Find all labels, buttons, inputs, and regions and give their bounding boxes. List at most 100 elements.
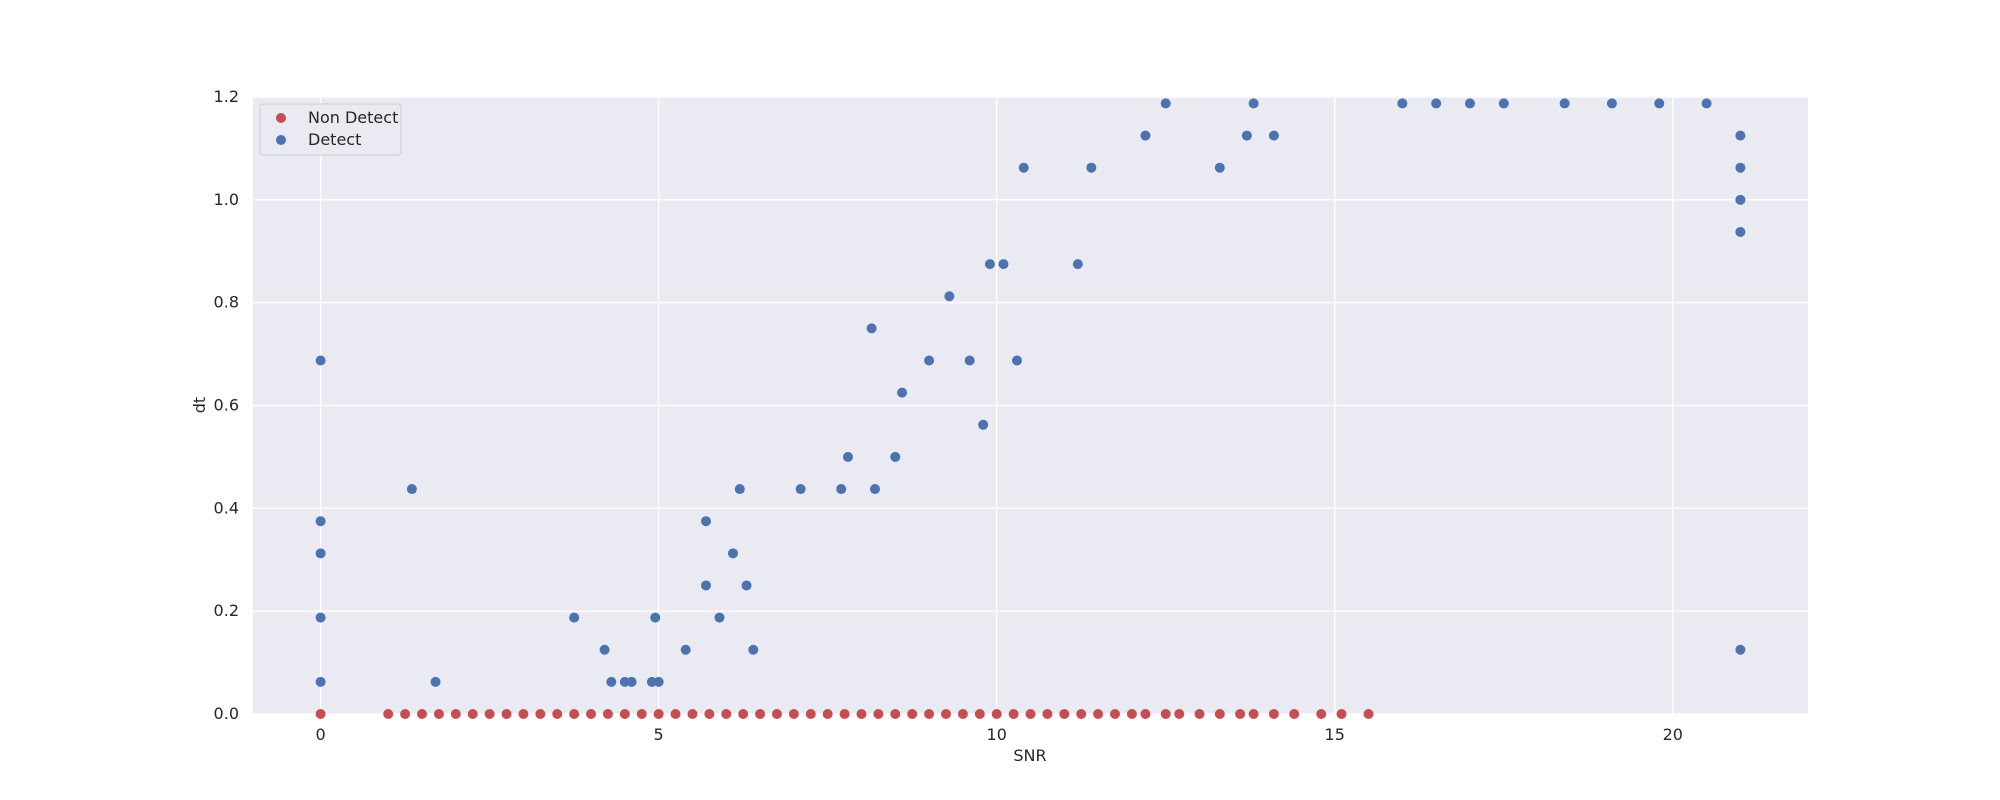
detect-point bbox=[728, 548, 739, 559]
detect-point bbox=[1248, 98, 1259, 109]
non-detect-point bbox=[856, 709, 867, 719]
detect-point bbox=[1431, 98, 1442, 109]
y-axis-label: dt bbox=[190, 397, 209, 413]
detect-point bbox=[1559, 98, 1570, 109]
non-detect-point bbox=[805, 709, 816, 719]
non-detect-point bbox=[1110, 709, 1121, 719]
detect-point bbox=[890, 451, 901, 462]
detect-point bbox=[866, 323, 877, 334]
non-detect-point bbox=[1042, 709, 1053, 719]
detect-point bbox=[1735, 162, 1746, 173]
detect-point bbox=[1464, 98, 1475, 109]
non-detect-point bbox=[957, 709, 968, 719]
legend-label-detect: Detect bbox=[308, 130, 361, 149]
detect-point bbox=[1701, 98, 1712, 109]
legend-box bbox=[259, 103, 402, 156]
y-tick-label: 0.8 bbox=[214, 293, 239, 312]
detect-point bbox=[795, 484, 806, 495]
detect-point bbox=[1735, 644, 1746, 655]
non-detect-point bbox=[1248, 709, 1259, 719]
non-detect-point bbox=[1126, 709, 1137, 719]
detect-point bbox=[1011, 355, 1022, 366]
detect-point bbox=[700, 516, 711, 527]
non-detect-point bbox=[1025, 709, 1036, 719]
detect-point bbox=[1018, 162, 1029, 173]
detect-point bbox=[700, 580, 711, 591]
non-detect-point bbox=[755, 709, 766, 719]
non-detect-point bbox=[383, 709, 394, 719]
non-detect-point bbox=[484, 709, 495, 719]
detect-point bbox=[1160, 98, 1171, 109]
non-detect-point bbox=[315, 709, 326, 719]
detect-point bbox=[897, 387, 908, 398]
non-detect-point bbox=[450, 709, 461, 719]
non-detect-point bbox=[1059, 709, 1070, 719]
non-detect-point bbox=[467, 709, 478, 719]
x-axis-label: SNR bbox=[1013, 746, 1046, 765]
x-tick-label: 15 bbox=[1325, 725, 1345, 744]
non-detect-point bbox=[788, 709, 799, 719]
y-axis-ticks: 0.0 0.2 0.4 0.6 0.8 1.0 1.2 bbox=[214, 87, 239, 723]
non-detect-point bbox=[1363, 709, 1374, 719]
detect-point bbox=[870, 484, 880, 495]
non-detect-point bbox=[1194, 709, 1205, 719]
non-detect-point bbox=[1076, 709, 1087, 719]
x-tick-label: 0 bbox=[316, 725, 326, 744]
x-tick-label: 10 bbox=[987, 725, 1007, 744]
non-detect-point bbox=[1174, 709, 1185, 719]
non-detect-point bbox=[974, 709, 985, 719]
non-detect-point bbox=[924, 709, 935, 719]
legend: Non Detect Detect bbox=[259, 103, 402, 156]
non-detect-point bbox=[518, 709, 529, 719]
non-detect-point bbox=[1268, 709, 1279, 719]
non-detect-point bbox=[501, 709, 512, 719]
non-detect-point bbox=[653, 709, 664, 719]
non-detect-point bbox=[940, 709, 951, 719]
detect-point bbox=[315, 548, 326, 559]
non-detect-point bbox=[1235, 709, 1246, 719]
detect-point bbox=[315, 355, 326, 366]
x-tick-label: 5 bbox=[654, 725, 664, 744]
non-detect-point bbox=[738, 709, 749, 719]
grid-lines bbox=[253, 96, 1808, 715]
non-detect-point bbox=[907, 709, 918, 719]
non-detect-point bbox=[1214, 709, 1225, 719]
detect-point bbox=[569, 612, 580, 623]
detect-point bbox=[1654, 98, 1665, 109]
detect-point bbox=[1072, 259, 1083, 270]
y-tick-label: 1.0 bbox=[214, 190, 239, 209]
non-detect-point bbox=[890, 709, 901, 719]
detect-point bbox=[714, 612, 725, 623]
detect-point bbox=[1241, 130, 1252, 141]
non-detect-point bbox=[1289, 709, 1300, 719]
x-tick-label: 20 bbox=[1663, 725, 1683, 744]
y-tick-label: 1.2 bbox=[214, 87, 239, 106]
non-detect-point bbox=[569, 709, 580, 719]
legend-marker-detect bbox=[276, 135, 286, 145]
detect-point bbox=[680, 644, 691, 655]
detect-series bbox=[315, 98, 1746, 687]
non-detect-point bbox=[704, 709, 715, 719]
non-detect-point bbox=[687, 709, 698, 719]
detect-point bbox=[653, 676, 664, 687]
non-detect-point bbox=[602, 709, 613, 719]
detect-point bbox=[964, 355, 975, 366]
detect-point bbox=[315, 612, 326, 623]
legend-label-non-detect: Non Detect bbox=[308, 108, 398, 127]
non-detect-point bbox=[670, 709, 681, 719]
detect-point bbox=[748, 644, 759, 655]
non-detect-point bbox=[417, 709, 428, 719]
non-detect-point bbox=[771, 709, 782, 719]
detect-point bbox=[650, 612, 661, 623]
legend-marker-non-detect bbox=[276, 113, 286, 123]
non-detect-point bbox=[1336, 709, 1347, 719]
detect-point bbox=[1397, 98, 1408, 109]
non-detect-point bbox=[1093, 709, 1104, 719]
detect-point bbox=[1735, 130, 1746, 141]
detect-point bbox=[978, 419, 989, 430]
y-tick-label: 0.4 bbox=[214, 498, 239, 517]
detect-point bbox=[1606, 98, 1617, 109]
detect-point bbox=[734, 484, 745, 495]
y-tick-label: 0.6 bbox=[214, 396, 239, 415]
